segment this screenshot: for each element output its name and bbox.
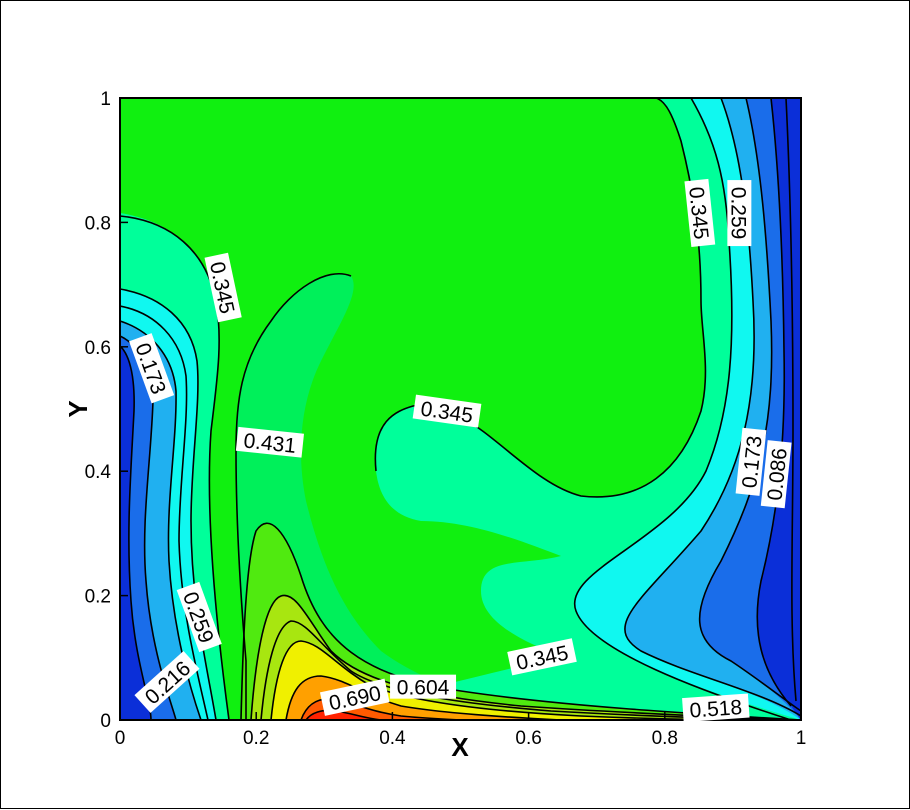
- x-tick-label: 1: [796, 728, 807, 749]
- contour-label-text: 0.259: [726, 187, 749, 240]
- contour-label-bg: [412, 394, 482, 428]
- x-tick-label: 0.2: [243, 728, 269, 749]
- contour-label-text: 0.086: [763, 447, 791, 502]
- x-tick-label: 0: [115, 728, 126, 749]
- axis-ticks: 0 0.2 0.4 0.6 0.8 1 0 0.2 0.4 0.6 0.8 1: [85, 89, 807, 749]
- contour-label-text: 0.173: [738, 435, 766, 490]
- contour-label-bg: [760, 440, 792, 509]
- contour-label-bg: [682, 693, 750, 723]
- contour-label-text: 0.518: [689, 696, 743, 723]
- contour-label-bg: [176, 581, 222, 653]
- y-tick-label: 0.8: [85, 213, 111, 234]
- contour-label: 0.518: [682, 693, 750, 723]
- contour-label: 0.604: [390, 674, 457, 700]
- contour-label-bg: [735, 427, 767, 496]
- contour-label-bg: [204, 252, 242, 323]
- contour-label-bg: [129, 333, 175, 404]
- contour-label-bg: [684, 178, 716, 248]
- contour-label-bg: [390, 674, 457, 699]
- y-axis-label: Y: [63, 400, 93, 417]
- y-tick-label: 0.2: [85, 587, 111, 608]
- contour-label-text: 0.345: [684, 186, 712, 241]
- plot-border: [119, 97, 802, 721]
- contour-label-text: 0.604: [397, 677, 450, 700]
- x-tick-label: 0.4: [379, 728, 406, 749]
- x-tick-label: 0.8: [652, 728, 678, 749]
- contour-label: 0.086: [760, 440, 792, 509]
- contour-label: 0.431: [235, 426, 304, 458]
- contour-label-bg: [235, 426, 304, 458]
- x-tick-label: 0.6: [515, 728, 541, 749]
- y-tick-label: 0.4: [85, 462, 112, 483]
- y-tick-label: 0: [100, 711, 111, 732]
- contour-label-bg: [727, 180, 752, 247]
- contour-label-bg: [134, 650, 200, 713]
- x-axis-label: X: [451, 732, 469, 762]
- contour-label: 0.345: [684, 178, 716, 248]
- y-tick-label: 0.6: [85, 338, 111, 359]
- contour-label: 0.173: [735, 427, 767, 496]
- contour-label-text: 0.431: [242, 430, 297, 458]
- contour-label-bg: [507, 638, 577, 676]
- contour-label-bg: [319, 678, 390, 716]
- contour-label: 0.259: [726, 180, 752, 247]
- y-tick-label: 1: [100, 89, 111, 110]
